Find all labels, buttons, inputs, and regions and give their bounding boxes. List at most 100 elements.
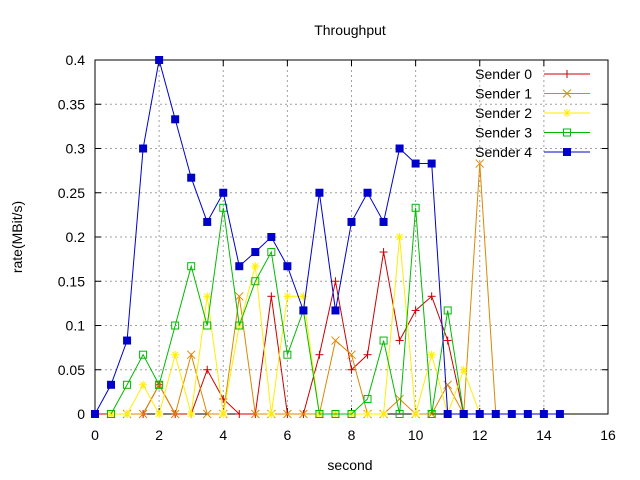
data-point xyxy=(395,336,404,345)
legend-label: Sender 0 xyxy=(475,66,532,82)
legend-entry: Sender 2 xyxy=(475,105,590,121)
data-point xyxy=(395,144,404,153)
data-point xyxy=(563,148,571,156)
data-point xyxy=(187,262,196,271)
x-tick-label: 12 xyxy=(472,427,488,443)
data-point xyxy=(234,291,244,301)
data-point xyxy=(187,173,196,182)
data-point xyxy=(411,306,420,315)
data-point xyxy=(563,128,571,137)
data-point xyxy=(155,410,164,418)
series-line xyxy=(111,163,497,416)
y-tick-label: 0.15 xyxy=(58,273,85,289)
data-point xyxy=(331,306,340,315)
data-point xyxy=(299,306,308,315)
series-sender-4 xyxy=(91,56,564,418)
legend-entry: Sender 3 xyxy=(475,125,590,141)
data-point xyxy=(107,410,116,418)
data-point xyxy=(443,380,453,390)
y-tick-label: 0.05 xyxy=(58,362,85,378)
legend-entry: Sender 4 xyxy=(475,144,590,160)
data-point xyxy=(315,188,324,197)
y-tick-label: 0.3 xyxy=(66,141,86,157)
data-point xyxy=(283,262,292,271)
data-point xyxy=(203,321,212,330)
data-point xyxy=(171,321,180,330)
data-point xyxy=(563,109,571,117)
data-point xyxy=(203,292,212,301)
data-point xyxy=(219,188,228,197)
data-point xyxy=(299,409,308,419)
x-tick-label: 8 xyxy=(348,427,356,443)
data-point xyxy=(139,144,148,153)
data-point xyxy=(347,410,356,418)
data-point xyxy=(139,350,148,359)
data-point xyxy=(331,336,340,345)
data-point xyxy=(491,410,500,418)
x-tick-label: 10 xyxy=(408,427,424,443)
data-point xyxy=(170,409,180,419)
data-point xyxy=(315,410,324,418)
y-tick-label: 0.35 xyxy=(58,96,85,112)
legend-label: Sender 4 xyxy=(475,144,532,160)
data-point xyxy=(443,336,452,345)
data-point xyxy=(283,409,292,419)
series-line xyxy=(110,207,465,415)
legend-entry: Sender 1 xyxy=(475,86,590,102)
data-point xyxy=(443,306,452,315)
legend-label: Sender 3 xyxy=(475,125,532,141)
data-point xyxy=(91,410,99,418)
data-point xyxy=(203,365,212,374)
data-point xyxy=(283,292,292,301)
x-tick-label: 14 xyxy=(536,427,552,443)
y-tick-label: 0 xyxy=(77,406,85,422)
legend-label: Sender 2 xyxy=(475,105,532,121)
data-point xyxy=(235,410,244,418)
data-point xyxy=(427,292,436,301)
data-point xyxy=(123,410,132,418)
y-axis-label: rate(MBit/s) xyxy=(9,201,25,273)
data-series xyxy=(91,56,564,419)
data-point xyxy=(283,350,292,359)
x-tick-label: 16 xyxy=(600,427,616,443)
data-point xyxy=(347,217,356,226)
data-point xyxy=(459,365,468,374)
data-point xyxy=(539,410,548,418)
data-point xyxy=(395,233,404,241)
data-point xyxy=(267,410,276,418)
data-point xyxy=(171,115,180,124)
x-axis-label: second xyxy=(327,457,372,473)
data-point xyxy=(363,350,372,359)
y-tick-label: 0.4 xyxy=(66,52,86,68)
data-point xyxy=(563,70,571,78)
data-point xyxy=(139,380,148,389)
data-point xyxy=(267,292,276,301)
series-line xyxy=(111,236,481,416)
data-point xyxy=(379,336,388,345)
data-point xyxy=(363,188,372,197)
data-point xyxy=(138,409,148,419)
data-point xyxy=(331,277,340,286)
x-tick-label: 0 xyxy=(91,427,99,443)
data-point xyxy=(363,394,372,403)
data-point xyxy=(507,410,516,418)
data-point xyxy=(475,410,484,418)
data-point xyxy=(267,233,276,241)
y-tick-label: 0.2 xyxy=(66,229,86,245)
data-point xyxy=(379,217,388,226)
x-tick-label: 2 xyxy=(155,427,163,443)
data-point xyxy=(155,56,164,64)
data-point xyxy=(251,277,260,286)
data-point xyxy=(107,380,116,389)
data-point xyxy=(379,410,388,418)
y-tick-label: 0.1 xyxy=(66,318,86,334)
data-point xyxy=(411,410,420,418)
data-point xyxy=(331,410,340,418)
data-point xyxy=(475,159,485,168)
data-point xyxy=(427,410,436,418)
data-point xyxy=(219,410,228,418)
data-point xyxy=(171,350,180,359)
data-point xyxy=(267,248,276,257)
data-point xyxy=(459,410,468,418)
